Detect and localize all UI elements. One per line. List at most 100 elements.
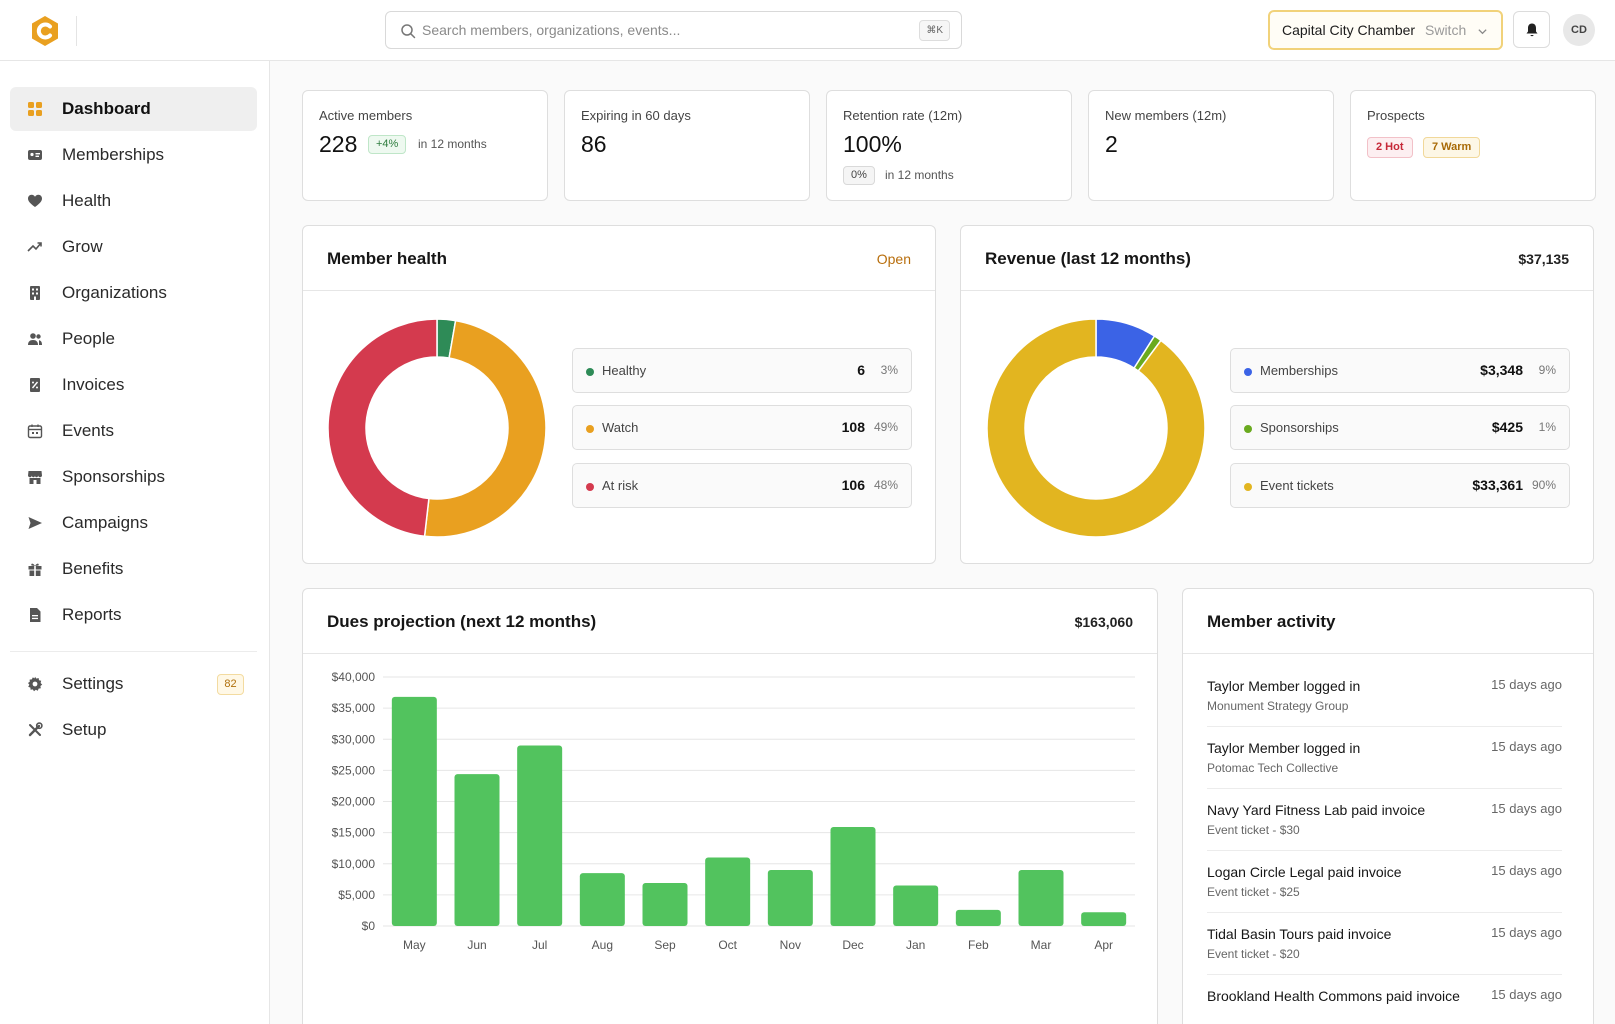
bar-jan[interactable] [893, 885, 939, 926]
organization-switcher[interactable]: Capital City Chamber Switch [1268, 10, 1503, 50]
delta-badge: 0% [843, 166, 875, 185]
activity-title: Taylor Member logged in [1207, 740, 1361, 756]
sidebar-item-settings[interactable]: Settings 82 [10, 662, 257, 706]
search-shortcut-hint: ⌘K [919, 20, 950, 41]
legend-dot [586, 368, 594, 376]
search-input[interactable] [422, 12, 902, 48]
x-tick-label: Dec [842, 938, 863, 952]
open-health-link[interactable]: Open [876, 251, 911, 267]
sidebar-item-reports[interactable]: Reports [10, 593, 257, 637]
revenue-panel: Revenue (last 12 months) $37,135 Members… [960, 225, 1594, 564]
sidebar-item-label: Sponsorships [62, 467, 166, 486]
dues-projection-bar-chart: $0 $5,000 $10,000 $15,000 $20,000 $25,000 $30,… [332, 670, 1135, 952]
y-tick-label: $10,000 [332, 857, 376, 871]
sidebar-item-label: Grow [62, 237, 103, 256]
sidebar-item-label: Setup [62, 720, 107, 739]
sidebar-item-events[interactable]: Events [10, 409, 257, 453]
stat-value: 2 [1105, 131, 1118, 157]
sidebar-item-label: Health [62, 191, 112, 210]
stat-card-retention[interactable]: Retention rate (12m) 100% 0% in 12 month… [826, 90, 1072, 201]
sidebar-item-dashboard[interactable]: Dashboard [10, 87, 257, 131]
legend-row-healthy[interactable]: Healthy 6 3% [572, 348, 912, 393]
donut-slice-watch[interactable] [423, 319, 547, 538]
id-card-icon [28, 150, 42, 160]
legend-percent: 49% [873, 420, 898, 434]
activity-item[interactable]: Taylor Member logged in 15 days ago Potoma… [1207, 727, 1562, 789]
bar-sep[interactable] [642, 883, 688, 926]
donut-slice-at-risk[interactable] [327, 318, 438, 538]
global-search[interactable]: ⌘K [385, 11, 962, 49]
switch-label: Switch [1425, 22, 1467, 38]
activity-time: 15 days ago [1491, 925, 1562, 940]
sidebar-item-label: Events [62, 421, 114, 440]
legend-row-watch[interactable]: Watch 108 49% [572, 405, 912, 450]
activity-subtitle: Event ticket - $25 [1207, 885, 1300, 899]
legend-percent: 1% [1538, 420, 1556, 434]
store-icon [28, 471, 42, 484]
legend-row-memberships[interactable]: Memberships $3,348 9% [1230, 348, 1570, 393]
sidebar-item-organizations[interactable]: Organizations [10, 271, 257, 315]
revenue-donut-chart [986, 318, 1206, 538]
top-bar: ⌘K Capital City Chamber Switch CD [0, 0, 1615, 61]
hot-prospects-chip[interactable]: 2 Hot [1367, 137, 1413, 158]
notifications-button[interactable] [1513, 11, 1550, 48]
activity-item[interactable]: Brookland Health Commons paid invoice 15 … [1207, 975, 1562, 1024]
x-tick-label: Aug [592, 938, 613, 952]
logo-divider [76, 16, 77, 46]
bar-mar[interactable] [1018, 869, 1064, 926]
search-icon [401, 24, 416, 39]
bar-may[interactable] [391, 696, 437, 926]
legend-name: Sponsorships [1260, 420, 1339, 435]
stat-card-active-members[interactable]: Active members 228 +4% in 12 months [302, 90, 548, 201]
app-logo-icon[interactable] [29, 15, 61, 47]
legend-value: $3,348 [1480, 362, 1523, 378]
sidebar-item-invoices[interactable]: Invoices [10, 363, 257, 407]
user-avatar[interactable]: CD [1563, 14, 1595, 46]
warm-prospects-chip[interactable]: 7 Warm [1423, 137, 1481, 158]
activity-item[interactable]: Navy Yard Fitness Lab paid invoice 15 day… [1207, 789, 1562, 851]
legend-name: Event tickets [1260, 478, 1334, 493]
chevron-down-icon [1478, 29, 1487, 35]
x-tick-label: Oct [718, 938, 737, 952]
x-tick-label: Nov [780, 938, 801, 952]
donut-slice-event-tickets[interactable] [986, 318, 1206, 538]
activity-item[interactable]: Taylor Member logged in 15 days ago Monume… [1207, 665, 1562, 727]
sidebar-item-setup[interactable]: Setup [10, 708, 257, 752]
tools-icon [28, 722, 43, 737]
sidebar-item-sponsorships[interactable]: Sponsorships [10, 455, 257, 499]
bar-apr[interactable] [1081, 912, 1127, 926]
delta-note: in 12 months [418, 137, 487, 151]
sidebar-item-campaigns[interactable]: Campaigns [10, 501, 257, 545]
activity-time: 15 days ago [1491, 863, 1562, 878]
stat-label: Retention rate (12m) [843, 108, 963, 123]
bar-jul[interactable] [517, 745, 563, 926]
stat-card-expiring[interactable]: Expiring in 60 days 86 [564, 90, 810, 201]
y-tick-label: $0 [362, 919, 376, 933]
sidebar-item-people[interactable]: People [10, 317, 257, 361]
bar-dec[interactable] [830, 827, 876, 926]
legend-row-event-tickets[interactable]: Event tickets $33,361 90% [1230, 463, 1570, 508]
sidebar-item-benefits[interactable]: Benefits [10, 547, 257, 591]
legend-row-sponsorships[interactable]: Sponsorships $425 1% [1230, 405, 1570, 450]
bar-feb[interactable] [955, 909, 1001, 926]
sidebar-item-grow[interactable]: Grow [10, 225, 257, 269]
sidebar-item-memberships[interactable]: Memberships [10, 133, 257, 177]
stat-card-prospects[interactable]: Prospects 2 Hot 7 Warm [1350, 90, 1596, 201]
activity-item[interactable]: Tidal Basin Tours paid invoice 15 days ag… [1207, 913, 1562, 975]
y-tick-label: $30,000 [332, 732, 376, 746]
sidebar-item-label: Dashboard [62, 99, 151, 118]
x-tick-label: Jan [906, 938, 925, 952]
organization-name: Capital City Chamber [1282, 22, 1416, 38]
sidebar-item-label: Settings [62, 674, 124, 693]
y-tick-label: $15,000 [332, 826, 376, 840]
bar-aug[interactable] [579, 873, 625, 926]
sidebar-divider [10, 651, 257, 652]
sidebar-item-health[interactable]: Health [10, 179, 257, 223]
stat-card-new-members[interactable]: New members (12m) 2 [1088, 90, 1334, 201]
bar-nov[interactable] [767, 869, 813, 926]
legend-row-at-risk[interactable]: At risk 106 48% [572, 463, 912, 508]
bar-oct[interactable] [705, 857, 751, 926]
bar-jun[interactable] [454, 774, 500, 926]
stat-label: New members (12m) [1105, 108, 1227, 123]
activity-item[interactable]: Logan Circle Legal paid invoice 15 days a… [1207, 851, 1562, 913]
